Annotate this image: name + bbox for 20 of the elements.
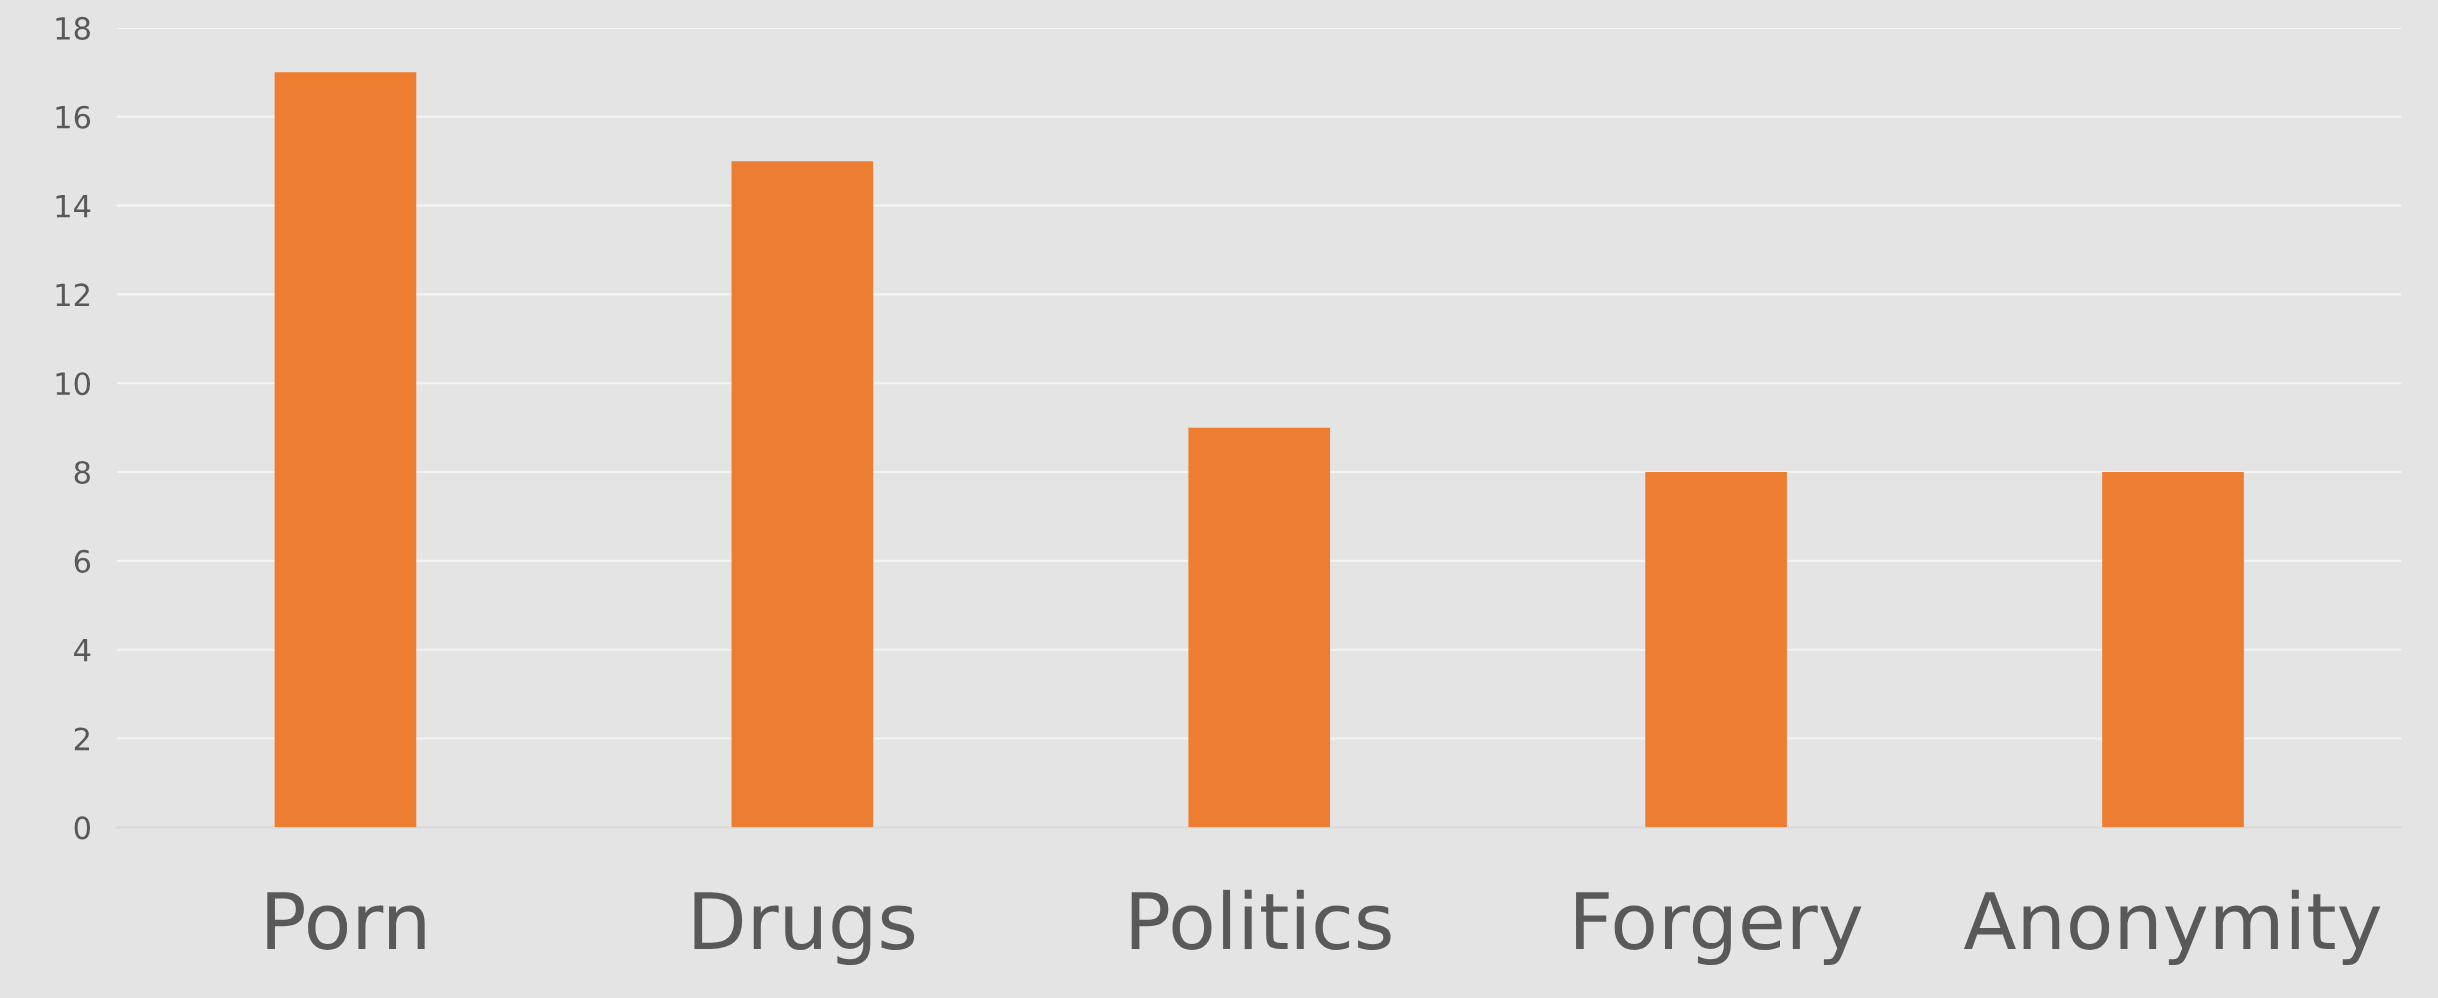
bar	[1188, 427, 1331, 828]
bar	[1645, 472, 1787, 828]
y-tick-label: 2	[74, 727, 89, 751]
y-tick-label: 12	[56, 283, 89, 307]
x-tick-label: Anonymity	[1963, 889, 2381, 966]
y-tick-label: 14	[56, 194, 91, 218]
bar	[2102, 472, 2244, 828]
y-tick-label: 8	[74, 460, 90, 485]
y-tick-label: 4	[74, 639, 91, 662]
x-tick-label: Forgery	[1576, 892, 1862, 966]
y-tick-label: 16	[56, 105, 91, 129]
bar	[731, 161, 874, 828]
x-tick-label: Porn	[267, 892, 425, 951]
y-tick-label: 18	[56, 16, 90, 40]
bar	[274, 72, 417, 828]
x-tick-label: Politics	[1131, 889, 1391, 951]
y-tick-label: 10	[56, 372, 90, 396]
x-tick-label: Drugs	[694, 892, 915, 966]
y-tick-label: 0	[74, 816, 90, 840]
y-tick-label: 6	[74, 549, 91, 573]
